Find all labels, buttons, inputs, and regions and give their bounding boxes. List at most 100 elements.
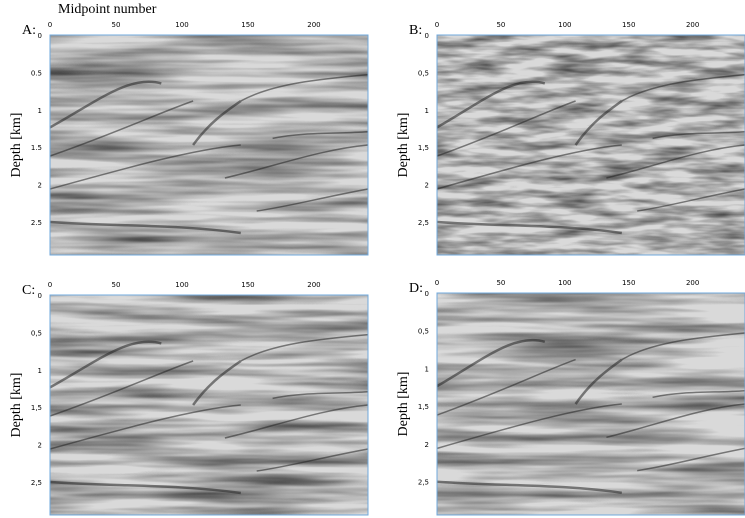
y-tick-label: 2 <box>38 442 42 450</box>
panel-label: B: <box>409 23 422 38</box>
reflector <box>606 403 745 439</box>
panel: D: Depth [km] 0 50 100 150 200 0 0,5 1 1,5 2 2,5 <box>396 279 745 516</box>
y-tick-label: 0,5 <box>418 69 429 77</box>
reflector <box>272 131 369 140</box>
x-tick-label: 100 <box>175 21 188 29</box>
y-tick-label: 0 <box>38 292 42 300</box>
x-tick-label: 50 <box>112 21 121 29</box>
reflector <box>49 100 194 157</box>
reflector <box>436 80 546 129</box>
reflector <box>224 404 369 439</box>
y-tick-label: 1.5 <box>31 144 42 152</box>
panel-label: D: <box>409 281 423 296</box>
reflector <box>621 73 745 102</box>
reflector <box>49 404 241 450</box>
y-tick-label: 1,5 <box>31 404 42 412</box>
panel-frame <box>49 294 369 516</box>
reflector <box>49 144 241 190</box>
reflector <box>436 403 622 450</box>
reflector <box>49 220 241 235</box>
x-tick-label: 200 <box>686 21 699 29</box>
x-tick-label: 150 <box>241 281 254 289</box>
reflector <box>256 188 369 212</box>
y-tick-label: 2 <box>38 182 42 190</box>
reflector <box>240 73 369 102</box>
reflector <box>49 480 241 495</box>
x-tick-label: 50 <box>496 279 505 287</box>
panel-frame <box>49 34 369 256</box>
reflector <box>272 391 369 400</box>
reflector <box>192 99 242 146</box>
x-tick-label: 50 <box>496 21 505 29</box>
y-tick-label: 2,5 <box>31 479 42 487</box>
y-tick-label: 0,5 <box>418 328 429 336</box>
seismic-image <box>437 293 745 515</box>
x-tick-label: 100 <box>558 21 571 29</box>
x-tick-label: 0 <box>435 21 439 29</box>
reflector <box>574 358 623 405</box>
reflector <box>436 480 622 495</box>
seismic-image <box>50 35 368 255</box>
x-tick-label: 100 <box>558 279 571 287</box>
reflector <box>49 360 194 417</box>
reflector <box>256 448 369 472</box>
x-tick-label: 200 <box>307 21 320 29</box>
y-tick-label: 2 <box>425 441 429 449</box>
reflector <box>621 332 745 361</box>
reflector <box>574 99 623 146</box>
x-tick-label: 150 <box>241 21 254 29</box>
x-tick-label: 200 <box>307 281 320 289</box>
reflector <box>436 338 546 388</box>
y-tick-label: 1,5 <box>418 144 429 152</box>
y-tick-label: 0,5 <box>31 329 42 337</box>
y-axis-label: Depth [km] <box>396 372 411 437</box>
y-tick-label: 0 <box>38 32 42 40</box>
reflector <box>637 188 745 212</box>
x-tick-label: 100 <box>175 281 188 289</box>
panel-label: C: <box>22 283 35 298</box>
panel-frame <box>436 292 745 516</box>
reflector <box>49 80 162 129</box>
x-tick-label: 50 <box>112 281 121 289</box>
reflector <box>606 144 745 179</box>
y-tick-label: 2 <box>425 182 429 190</box>
y-axis-label: Depth [km] <box>9 113 24 178</box>
y-tick-label: 0 <box>425 290 429 298</box>
reflector <box>637 447 745 472</box>
reflector <box>240 333 369 362</box>
panel-frame <box>436 34 745 256</box>
x-tick-label: 150 <box>622 279 635 287</box>
reflector <box>224 144 369 179</box>
x-tick-label: 0 <box>48 281 52 289</box>
reflector <box>436 144 622 190</box>
reflector <box>652 131 745 140</box>
reflector <box>192 359 242 406</box>
seismic-image <box>50 295 368 515</box>
reflector <box>49 340 162 389</box>
x-tick-label: 0 <box>48 21 52 29</box>
x-tick-label: 150 <box>622 21 635 29</box>
y-tick-label: 1 <box>425 365 429 373</box>
reflector <box>436 358 576 416</box>
y-axis-label: Depth [km] <box>396 113 411 178</box>
y-tick-label: 1 <box>425 107 429 115</box>
y-tick-label: 2,5 <box>418 479 429 487</box>
x-tick-label: 200 <box>686 279 699 287</box>
reflector <box>436 220 622 235</box>
y-tick-label: 0.5 <box>31 69 42 77</box>
y-axis-label: Depth [km] <box>9 373 24 438</box>
panel-label: A: <box>22 23 36 38</box>
x-tick-label: 0 <box>435 279 439 287</box>
panel: B: Depth [km] 0 50 100 150 200 0 0,5 1 1,5 2 2,5 <box>396 21 745 256</box>
panel: C: Depth [km] 0 50 100 150 200 0 0,5 1 1,5 2 2,5 <box>9 281 369 516</box>
x-axis-label: Midpoint number <box>58 2 157 17</box>
y-tick-label: 1,5 <box>418 403 429 411</box>
y-tick-label: 1 <box>38 107 42 115</box>
y-tick-label: 2.5 <box>31 219 42 227</box>
y-tick-label: 2,5 <box>418 219 429 227</box>
reflector <box>436 100 576 157</box>
y-tick-label: 0 <box>425 32 429 40</box>
seismic-image <box>437 35 745 255</box>
reflector <box>652 389 745 399</box>
